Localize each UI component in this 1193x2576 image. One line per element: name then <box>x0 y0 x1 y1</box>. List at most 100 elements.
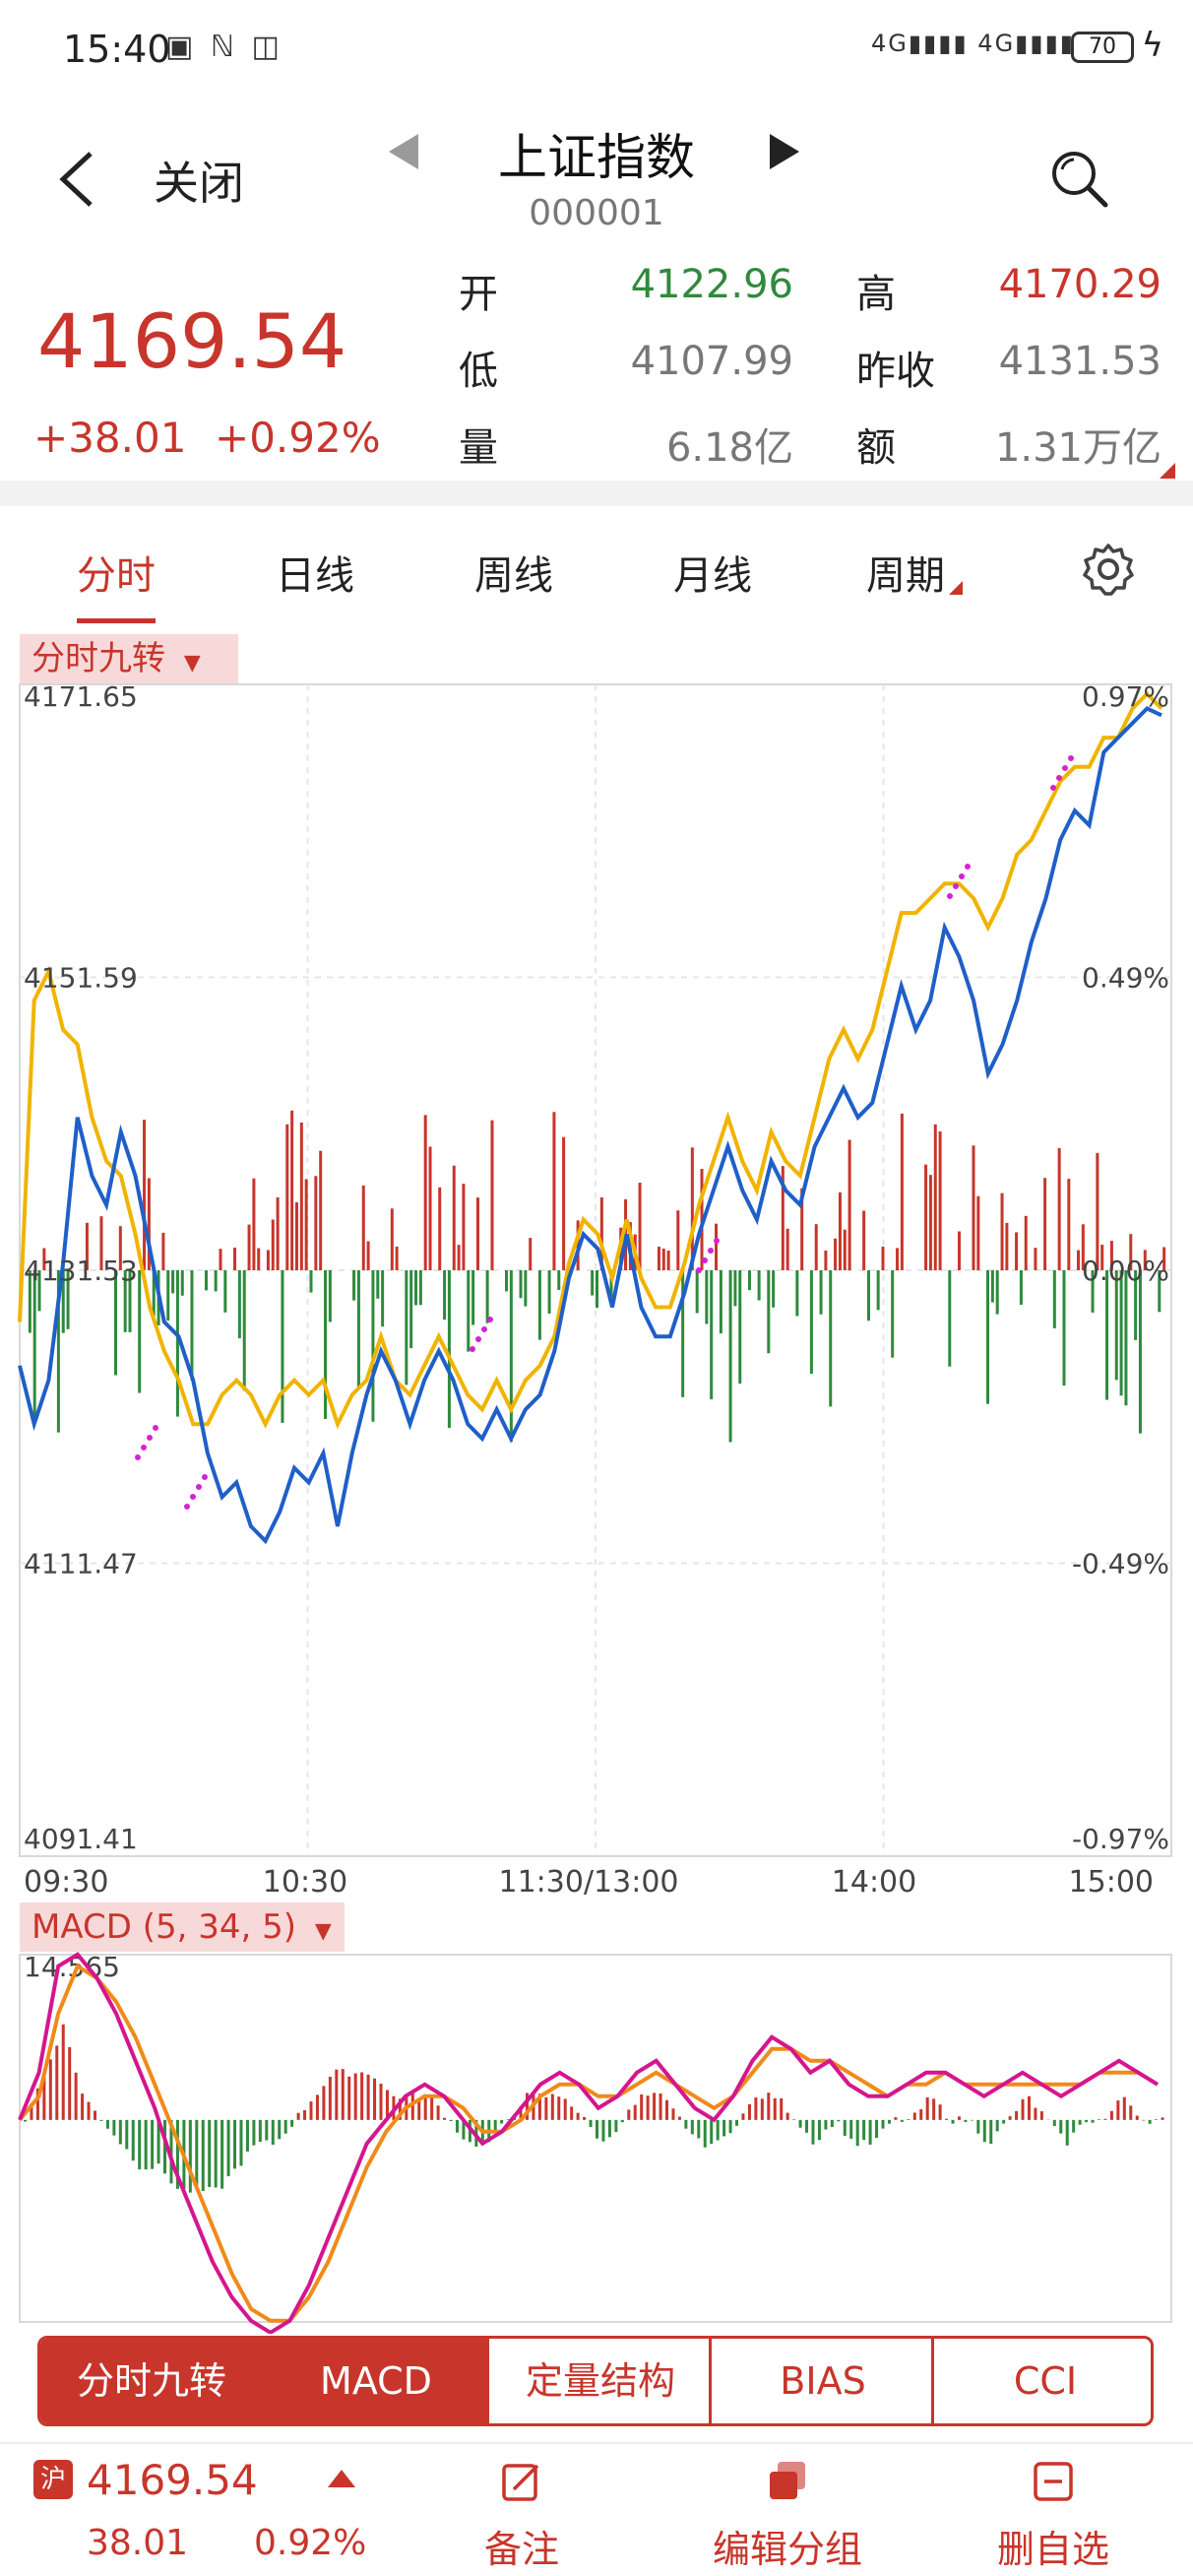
volume-bar <box>113 1270 117 1376</box>
macd-histogram-bar <box>1015 2110 1019 2120</box>
volume-bar <box>475 1197 479 1270</box>
macd-histogram-bar <box>81 2093 85 2120</box>
volume-bar <box>596 1270 598 1309</box>
edit-group-button[interactable]: 编辑分组 <box>679 2458 896 2573</box>
tab-intraday[interactable]: 分时 <box>77 553 156 599</box>
remove-watchlist-button[interactable]: 删自选 <box>945 2458 1162 2573</box>
macd-frame <box>19 1954 1172 2323</box>
volume-bar <box>361 1185 365 1270</box>
volume-bar <box>352 1270 356 1301</box>
macd-dif-line <box>18 1952 1160 2334</box>
volume-bar <box>1052 1270 1056 1328</box>
volume-bar <box>376 1270 380 1299</box>
tab-monthly[interactable]: 月线 <box>673 553 752 599</box>
chevron-left-icon[interactable] <box>57 150 96 209</box>
close-button[interactable]: 关闭 <box>154 157 244 210</box>
gear-icon[interactable] <box>1079 540 1138 599</box>
nine-turn-dot <box>184 1504 190 1510</box>
macd-histogram-bar <box>462 2119 466 2140</box>
y-axis-label-right: 0.49% <box>1082 962 1169 995</box>
macd-histogram-bar <box>322 2086 326 2120</box>
volume-bar <box>537 1270 541 1340</box>
remove-watchlist-label: 删自选 <box>996 2528 1109 2571</box>
tab-weekly[interactable]: 周线 <box>474 553 553 599</box>
volume-bar <box>447 1270 451 1429</box>
volume-bar <box>1158 1270 1162 1313</box>
volume-bar <box>252 1178 256 1270</box>
macd-histogram-bar <box>677 2116 681 2120</box>
volume-bar <box>467 1270 471 1352</box>
macd-histogram-bar <box>493 2119 497 2131</box>
volume-bar <box>443 1270 447 1320</box>
macd-histogram-bar <box>436 2105 440 2120</box>
volume-bar <box>452 1165 456 1270</box>
volume-bar <box>462 1184 466 1270</box>
macd-histogram-bar <box>544 2096 548 2120</box>
y-axis-label-right: -0.49% <box>1072 1548 1169 1580</box>
volume-bar <box>190 1270 194 1381</box>
volume-bar <box>1109 1241 1113 1270</box>
current-price: 4169.54 <box>37 297 347 385</box>
macd-histogram-bar <box>347 2076 351 2120</box>
prev-close-label: 昨收 <box>856 349 935 394</box>
macd-histogram-bar <box>780 2097 784 2120</box>
macd-indicator-label[interactable]: MACD (5, 34, 5) ▼ <box>20 1902 345 1952</box>
volume-bar <box>356 1270 360 1387</box>
expand-corner-icon[interactable] <box>1160 463 1175 479</box>
macd-histogram-bar <box>747 2103 751 2120</box>
chevron-down-icon: ▼ <box>183 651 201 676</box>
macd-histogram-bar <box>659 2093 662 2120</box>
indicator-tab-bias[interactable]: BIAS <box>780 2359 866 2403</box>
volume-bar <box>171 1270 175 1294</box>
macd-histogram-bar <box>964 2119 968 2122</box>
status-bar: 15:40 ▣ ℕ ◫ 4G▮▮▮▮ 4G▮▮▮▮ 70 ϟ <box>0 0 1193 98</box>
tab-period[interactable]: 周期 <box>866 553 945 599</box>
tab-divider <box>931 2339 934 2423</box>
intraday-chart[interactable]: 4171.65 4151.59 4131.53 4111.47 4091.41 0.97%… <box>0 0 1193 2334</box>
indicator-tab-quant-structure[interactable]: 定量结构 <box>525 2359 675 2403</box>
volume-bar <box>733 1270 737 1307</box>
note-button[interactable]: 备注 <box>413 2458 630 2573</box>
notification-icons: ▣ ℕ ◫ <box>165 30 283 64</box>
tab-daily[interactable]: 日线 <box>276 553 354 599</box>
macd-histogram-bar <box>1052 2119 1056 2127</box>
macd-histogram-bar <box>620 2119 624 2123</box>
volume-bar <box>438 1187 442 1270</box>
macd-histogram-bar <box>1072 2119 1076 2133</box>
macd-histogram-bar <box>722 2119 726 2137</box>
volume-bar <box>28 1270 31 1333</box>
macd-histogram-bar <box>1116 2100 1120 2120</box>
volume-bar <box>56 1270 60 1433</box>
intraday-indicator-label[interactable]: 分时九转 ▼ <box>20 634 238 683</box>
search-icon[interactable] <box>1048 148 1109 209</box>
volume-bar <box>1081 1224 1085 1270</box>
exchange-badge: 沪 <box>33 2460 73 2499</box>
macd-histogram-bar <box>30 2103 33 2120</box>
macd-histogram-bar <box>163 2119 167 2174</box>
volume-bar <box>1105 1270 1109 1400</box>
macd-histogram-bar <box>55 2045 59 2120</box>
volume-bar <box>414 1270 418 1306</box>
macd-histogram-bar <box>500 2119 504 2124</box>
macd-histogram-bar <box>824 2119 828 2130</box>
prev-stock-icon[interactable] <box>389 134 418 169</box>
macd-histogram-bar <box>855 2119 859 2147</box>
volume-bar <box>457 1245 461 1270</box>
indicator-tab-cci[interactable]: CCI <box>1013 2359 1078 2403</box>
next-stock-icon[interactable] <box>770 134 799 169</box>
intraday-indicator-text: 分时九转 <box>31 639 165 678</box>
macd-histogram-bar <box>506 2119 510 2120</box>
volume-bar <box>219 1249 222 1270</box>
macd-histogram-bar <box>557 2096 561 2120</box>
macd-histogram-bar <box>265 2119 269 2141</box>
indicator-tab-nine-turn[interactable]: 分时九转 <box>40 2339 263 2423</box>
volume-bar <box>715 1223 719 1270</box>
indicator-tab-macd[interactable]: MACD <box>263 2339 489 2423</box>
volume-bar <box>314 1176 318 1270</box>
macd-histogram-bar <box>283 2119 287 2134</box>
volume-bar <box>42 1248 46 1270</box>
volume-bar <box>785 1228 789 1270</box>
volume-bar <box>834 1238 838 1270</box>
volume-bar <box>418 1270 422 1306</box>
volume-bar <box>152 1270 156 1317</box>
